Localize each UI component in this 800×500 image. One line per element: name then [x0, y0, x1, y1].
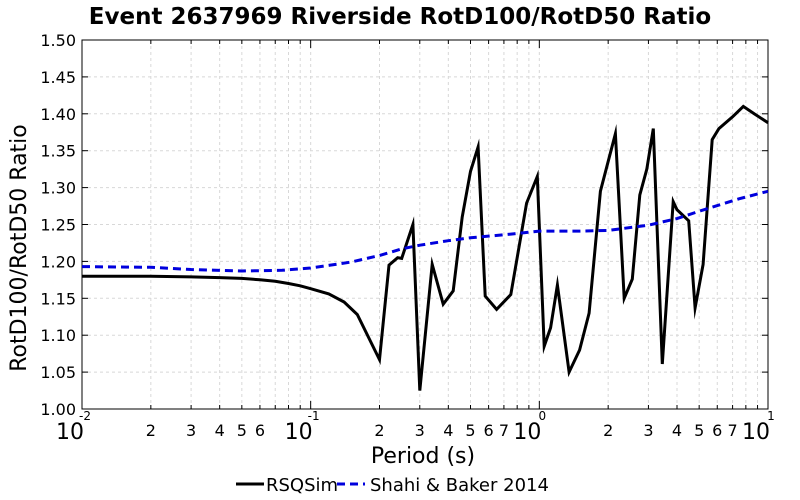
- x-tick-exponent: 0: [539, 409, 547, 423]
- y-tick-label: 1.50: [40, 31, 76, 50]
- y-tick-label: 1.45: [40, 68, 76, 87]
- x-minor-tick-label: 6: [712, 421, 722, 440]
- x-minor-tick-label: 4: [443, 421, 453, 440]
- x-minor-tick-label: 7: [499, 421, 509, 440]
- x-minor-tick-label: 6: [255, 421, 265, 440]
- x-minor-tick-label: 2: [374, 421, 384, 440]
- grid: [81, 39, 769, 410]
- y-tick-label: 1.25: [40, 216, 76, 235]
- y-tick-label: 1.10: [40, 326, 76, 345]
- x-minor-tick-label: 2: [146, 421, 156, 440]
- x-tick-label: 10: [513, 420, 541, 445]
- y-axis-label: RotD100/RotD50 Ratio: [7, 124, 32, 372]
- x-minor-tick-label: 3: [415, 421, 425, 440]
- x-minor-tick-label: 4: [215, 421, 225, 440]
- x-tick-exponent: -1: [308, 409, 320, 423]
- x-tick-label: 10: [56, 420, 84, 445]
- x-tick-label: 10: [285, 420, 313, 445]
- y-tick-label: 1.20: [40, 252, 76, 271]
- series-layer: [81, 104, 769, 391]
- x-tick-label: 10: [742, 420, 770, 445]
- chart-title: Event 2637969 Riverside RotD100/RotD50 R…: [89, 4, 711, 30]
- y-tick-label: 1.15: [40, 289, 76, 308]
- x-minor-tick-label: 5: [237, 421, 247, 440]
- series-line-shahi-baker: [81, 189, 769, 273]
- series-line-rsqsim: [82, 104, 769, 391]
- x-minor-tick-label: 5: [694, 421, 704, 440]
- y-tick-label: 1.35: [40, 142, 76, 161]
- y-tick-label: 1.00: [40, 400, 76, 419]
- y-axis: 1.00 1.05 1.10 1.15 1.20 1.25 1.30 1.35 1.40 1.45…: [40, 31, 768, 419]
- y-tick-label: 1.30: [40, 179, 76, 198]
- legend-label-rsqsim: RSQSim: [266, 475, 338, 496]
- x-minor-tick-label: 2: [603, 421, 613, 440]
- x-axis-label: Period (s): [371, 444, 475, 469]
- x-minor-tick-label: 4: [672, 421, 682, 440]
- x-minor-tick-label: 3: [643, 421, 653, 440]
- legend-label-shahi-baker: Shahi & Baker 2014: [370, 475, 549, 496]
- x-tick-exponent: -2: [79, 409, 91, 423]
- x-minor-tick-label: 6: [484, 421, 494, 440]
- y-tick-label: 1.05: [40, 363, 76, 382]
- x-minor-tick-label: 7: [727, 421, 737, 440]
- x-minor-tick-label: 3: [186, 421, 196, 440]
- x-tick-exponent: 1: [767, 409, 775, 423]
- x-minor-tick-label: 5: [465, 421, 475, 440]
- legend: RSQSim Shahi & Baker 2014: [236, 475, 549, 496]
- y-tick-label: 1.40: [40, 105, 76, 124]
